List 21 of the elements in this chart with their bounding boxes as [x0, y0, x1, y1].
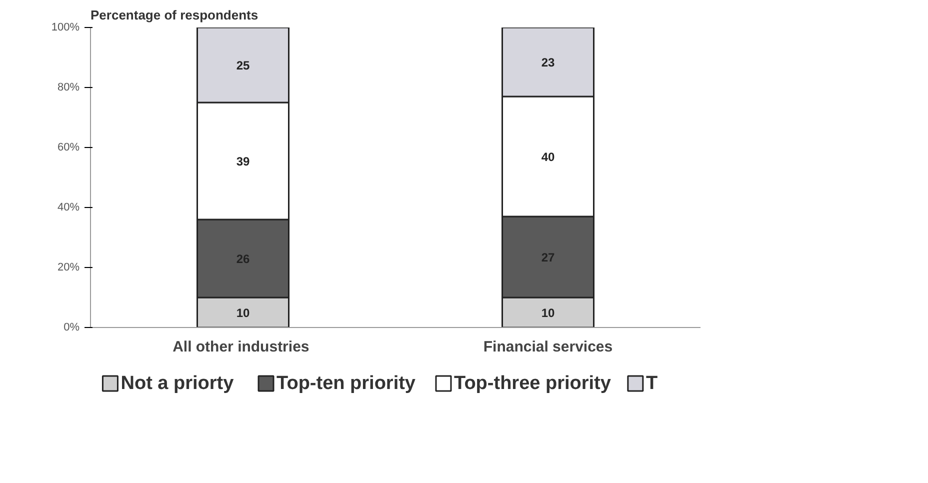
- legend-label: Top-ten priority: [276, 373, 416, 394]
- y-tick-label: 80%: [57, 82, 80, 94]
- data-label: 40: [541, 150, 555, 164]
- y-tick-label: 60%: [57, 142, 80, 154]
- x-tick-label: All other industries: [172, 338, 310, 356]
- legend-label: T: [646, 373, 658, 394]
- y-tick-label: 100%: [51, 22, 80, 34]
- y-tick-label: 0%: [64, 322, 80, 334]
- data-label: 25: [236, 58, 250, 72]
- data-label: 27: [541, 250, 555, 264]
- chart-title: Percentage of respondents: [90, 8, 258, 22]
- x-tick-label: Financial services: [483, 338, 613, 356]
- data-label: 10: [541, 306, 555, 320]
- data-label: 10: [236, 306, 250, 320]
- legend-label: Not a priorty: [120, 373, 234, 394]
- data-label: 23: [541, 56, 555, 70]
- data-label: 39: [236, 154, 250, 168]
- y-tick-label: 40%: [57, 202, 80, 214]
- y-tick-label: 20%: [57, 262, 80, 274]
- data-label: 26: [236, 252, 250, 266]
- legend-label: Top-three priority: [454, 373, 612, 394]
